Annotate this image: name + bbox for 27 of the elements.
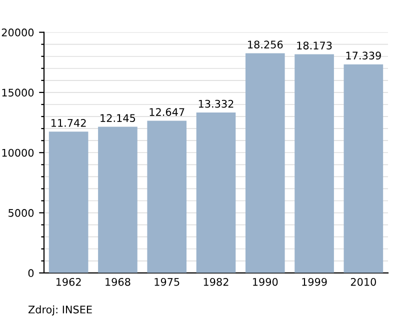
x-tick-label: 1962 xyxy=(56,278,81,286)
data-label: 18.173 xyxy=(297,42,332,50)
data-label: 17.339 xyxy=(346,52,381,60)
x-tick-label: 1968 xyxy=(106,278,130,286)
bar xyxy=(196,112,236,273)
bar xyxy=(245,53,285,273)
bar xyxy=(147,120,187,273)
y-tick-label: 10000 xyxy=(2,148,34,157)
y-tick-label: 0 xyxy=(28,269,34,278)
data-label: 18.256 xyxy=(248,40,283,48)
bar xyxy=(48,132,88,273)
x-tick-label: 1975 xyxy=(154,278,180,286)
x-tick-label: 1999 xyxy=(302,278,327,286)
data-label: 12.647 xyxy=(150,108,184,116)
y-tick-label: 15000 xyxy=(2,88,34,97)
y-tick-label: 5000 xyxy=(8,209,34,217)
text: Zdroj: INSEE xyxy=(28,305,92,316)
x-tick-label: 1990 xyxy=(253,278,278,286)
data-label: 13.332 xyxy=(198,100,234,108)
x-tick-label: 2010 xyxy=(350,278,376,286)
bar xyxy=(98,126,138,273)
bar xyxy=(344,64,384,273)
y-tick-label: 20000 xyxy=(2,28,34,36)
x-tick-label: 1982 xyxy=(204,278,228,286)
data-label: 12.145 xyxy=(100,114,136,122)
data-label: 11.742 xyxy=(51,118,86,127)
bar xyxy=(294,54,334,273)
